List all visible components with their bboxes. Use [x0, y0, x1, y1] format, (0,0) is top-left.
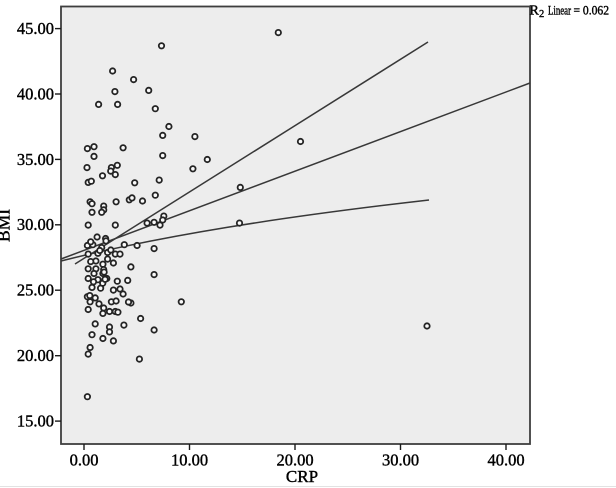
svg-text:30.00: 30.00: [17, 215, 54, 234]
svg-text:0.00: 0.00: [70, 451, 99, 470]
svg-text:40.00: 40.00: [17, 84, 54, 103]
svg-text:35.00: 35.00: [17, 150, 54, 169]
svg-text:15.00: 15.00: [17, 412, 54, 431]
svg-text:10.00: 10.00: [171, 451, 208, 470]
svg-text:2: 2: [539, 9, 544, 20]
svg-text:= 0.062: = 0.062: [574, 4, 610, 18]
svg-text:25.00: 25.00: [17, 281, 54, 300]
svg-text:R: R: [530, 4, 540, 19]
svg-text:30.00: 30.00: [382, 451, 419, 470]
svg-text:40.00: 40.00: [487, 451, 524, 470]
svg-text:CRP: CRP: [286, 467, 318, 486]
svg-text:20.00: 20.00: [276, 451, 313, 470]
svg-text:20.00: 20.00: [17, 346, 54, 365]
svg-text:BMI: BMI: [0, 209, 14, 242]
svg-text:45.00: 45.00: [17, 19, 54, 38]
svg-text:Linear: Linear: [548, 4, 572, 18]
